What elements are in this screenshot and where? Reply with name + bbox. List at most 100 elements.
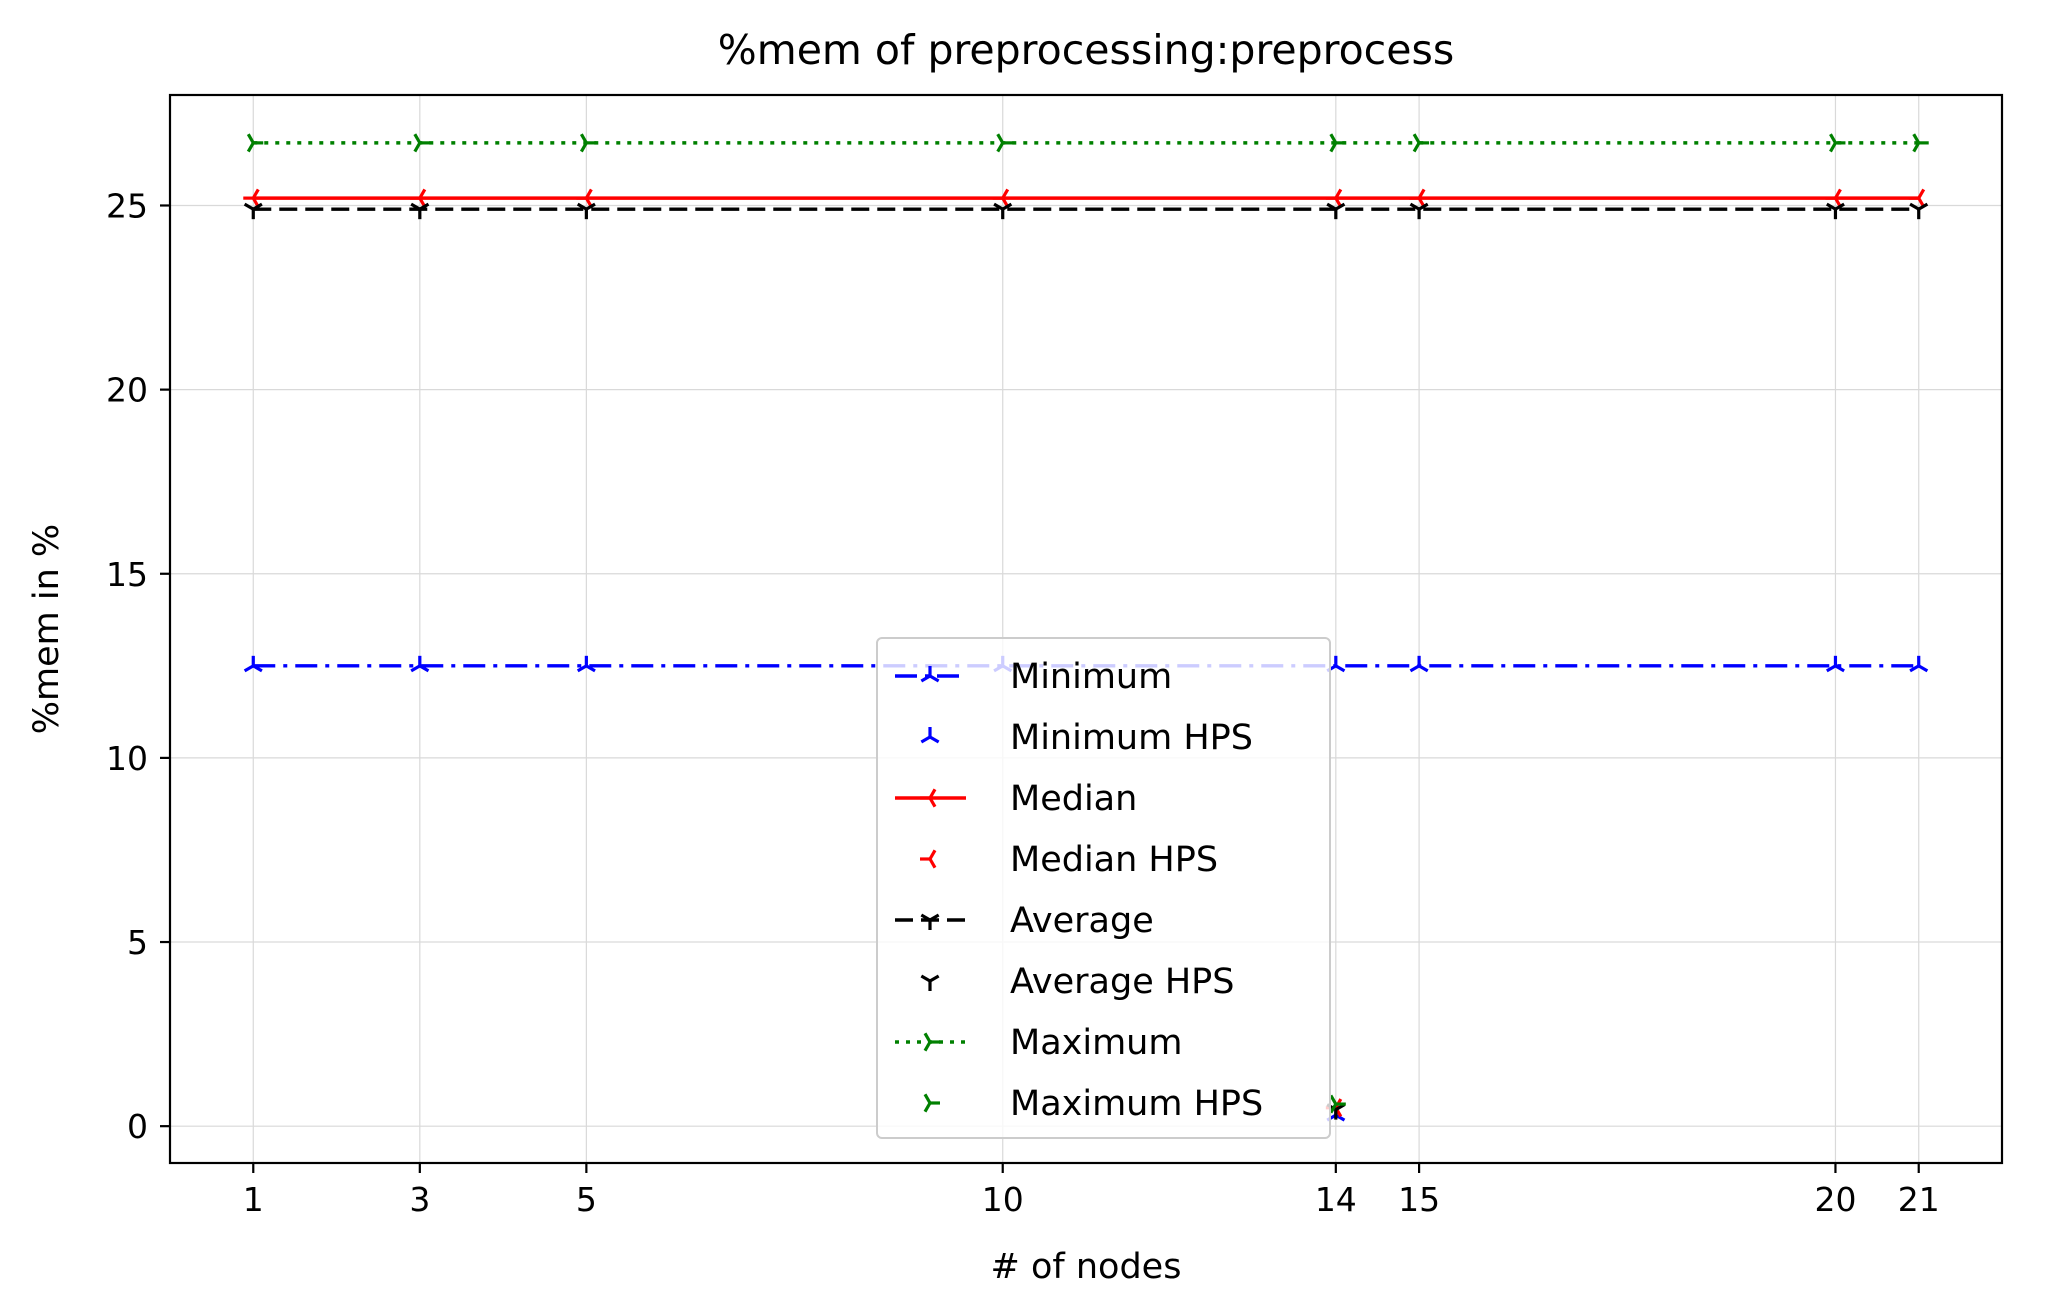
legend-item: Average HPS <box>920 962 1235 1002</box>
series-maximum-hps <box>1329 1094 1346 1114</box>
data-point <box>243 655 263 673</box>
data-point <box>1409 655 1429 673</box>
series-average <box>243 202 1929 220</box>
x-tick-label: 3 <box>409 1180 430 1219</box>
legend-item: Minimum HPS <box>920 718 1253 758</box>
marker-arm <box>419 664 430 673</box>
marker-arm <box>923 1102 932 1113</box>
legend-label: Maximum <box>1010 1023 1182 1063</box>
marker-arm <box>923 1093 932 1104</box>
marker-arm <box>243 664 255 673</box>
marker-arm <box>243 202 255 211</box>
data-point <box>1409 202 1429 220</box>
data-point <box>246 133 264 153</box>
data-point <box>1909 655 1929 673</box>
x-tick-label: 14 <box>1315 1180 1357 1219</box>
marker-arm <box>246 142 255 153</box>
marker-arm <box>928 797 937 808</box>
marker-arm <box>1409 202 1420 211</box>
legend-label: Minimum HPS <box>1010 718 1253 758</box>
legend-item: Median <box>895 779 1137 819</box>
marker-arm <box>579 133 588 144</box>
legend-label: Average HPS <box>1010 962 1235 1002</box>
x-tick-label: 21 <box>1898 1180 1940 1219</box>
data-point <box>576 655 596 673</box>
y-tick-label: 0 <box>127 1107 148 1146</box>
marker-arm <box>996 142 1005 153</box>
data-point <box>993 202 1013 220</box>
legend-label: Median HPS <box>1010 840 1218 880</box>
marker-arm <box>410 664 421 673</box>
marker-arm <box>1909 664 1920 673</box>
data-point <box>1326 202 1346 220</box>
marker-arm <box>1829 133 1837 144</box>
marker-arm <box>1417 188 1426 199</box>
marker-arm <box>413 133 422 144</box>
marker-arm <box>923 1032 932 1043</box>
marker-arm <box>923 1041 932 1052</box>
marker-arm <box>1329 142 1338 153</box>
legend-marker <box>920 913 940 930</box>
marker-arm <box>1329 133 1338 144</box>
marker-arm <box>1329 1103 1338 1114</box>
marker-arm <box>1001 188 1010 199</box>
marker-arm <box>1418 664 1429 673</box>
y-tick-label: 25 <box>106 186 148 225</box>
marker-arm <box>1834 202 1845 211</box>
legend-item: Average <box>895 901 1154 941</box>
grid-layer <box>170 95 2002 1163</box>
x-tick-label: 1 <box>243 1180 264 1219</box>
marker-arm <box>410 202 421 211</box>
data-point <box>410 202 430 220</box>
marker-arm <box>993 202 1004 211</box>
x-tick-label: 5 <box>576 1180 597 1219</box>
marker-arm <box>584 188 593 199</box>
marker-arm <box>576 664 588 673</box>
legend: Minimum Minimum HPS Median Median HPS Averag… <box>876 637 1331 1139</box>
marker-arm <box>928 849 937 860</box>
marker-arm <box>246 133 255 144</box>
plot-frame <box>168 93 2004 1165</box>
marker-arm <box>1834 664 1845 673</box>
marker-arm <box>1335 202 1346 211</box>
y-tick-label: 15 <box>106 555 148 594</box>
marker-arm <box>929 913 940 922</box>
marker-arm <box>1912 133 1921 144</box>
marker-arm <box>1829 142 1837 153</box>
marker-arm <box>585 664 596 673</box>
x-tick-label: 10 <box>982 1180 1024 1219</box>
data-point <box>576 202 596 220</box>
marker-arm <box>920 735 931 744</box>
x-tick-label: 15 <box>1398 1180 1440 1219</box>
legend-marker <box>920 727 940 744</box>
marker-arm <box>920 974 931 983</box>
y-tick-label: 5 <box>127 923 148 962</box>
legend-label: Average <box>1010 901 1154 941</box>
data-point <box>996 133 1013 153</box>
marker-arm <box>996 133 1005 144</box>
data-point <box>1329 1094 1346 1114</box>
legend-item: Maximum HPS <box>923 1084 1263 1124</box>
marker-arm <box>1001 202 1013 211</box>
series-maximum <box>246 133 1929 153</box>
marker-arm <box>929 674 940 683</box>
marker-arm <box>920 674 931 683</box>
y-tick-label: 10 <box>106 739 148 778</box>
marker-arm <box>928 858 937 869</box>
legend-marker <box>920 974 940 991</box>
y-axis-label: %mem in % <box>27 524 67 734</box>
legend-marker <box>920 666 940 683</box>
marker-arm <box>1917 202 1929 211</box>
marker-arm <box>1334 188 1343 199</box>
series-layer <box>243 133 1929 1122</box>
data-point <box>243 202 263 220</box>
legend-item: Minimum <box>895 657 1172 697</box>
marker-arm <box>1909 202 1920 211</box>
marker-arm <box>1917 664 1929 673</box>
marker-arm <box>1335 664 1346 673</box>
marker-arm <box>1412 133 1421 144</box>
marker-arm <box>252 202 263 211</box>
marker-arm <box>419 202 430 211</box>
chart-title: %mem of preprocessing:preprocess <box>718 26 1454 74</box>
data-point <box>1825 202 1845 220</box>
